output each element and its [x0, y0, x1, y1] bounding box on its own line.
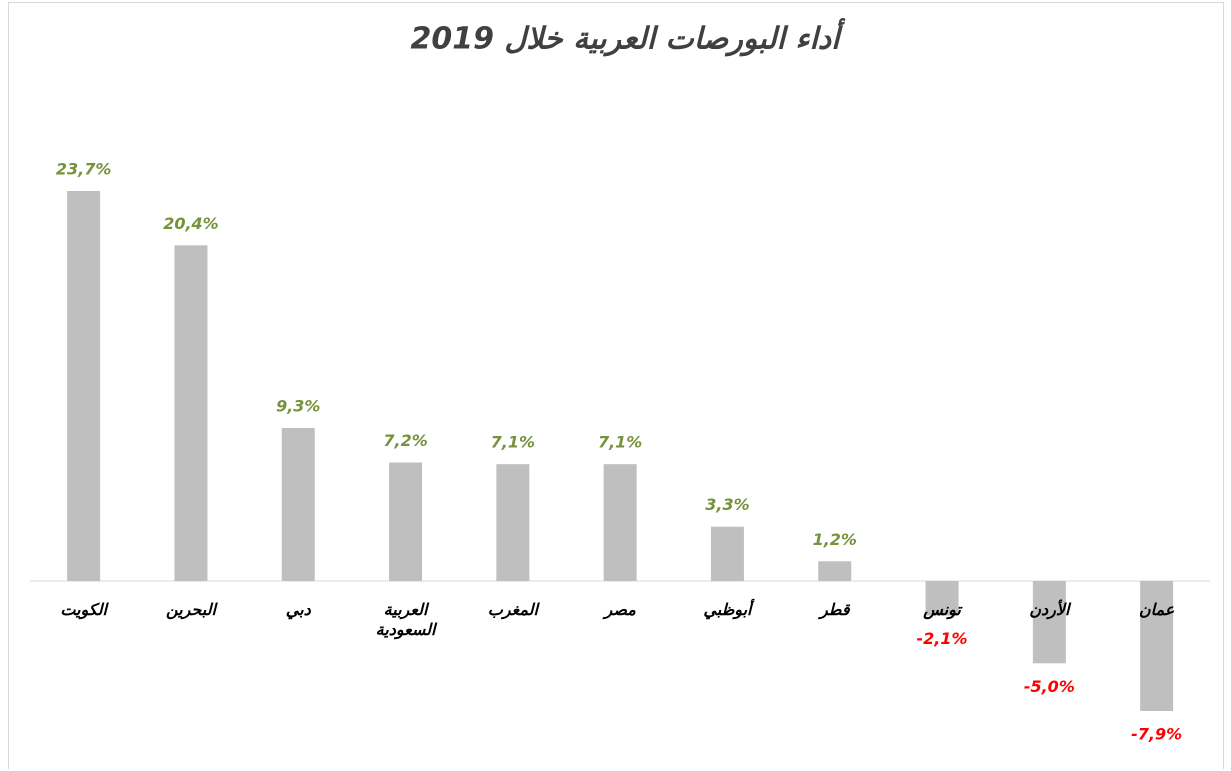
chart-frame [8, 2, 1224, 769]
bar [281, 427, 315, 581]
x-tick-label: الأردن [1029, 600, 1070, 619]
bar [389, 462, 423, 581]
data-label: 20,4% [163, 214, 219, 233]
bar [1032, 581, 1066, 664]
bar [710, 526, 744, 581]
x-tick-label: العربية السعودية [375, 600, 436, 639]
x-tick-label: قطر [819, 600, 850, 619]
x-tick-label: دبي [285, 600, 311, 619]
bar [925, 581, 959, 616]
bar [603, 464, 637, 581]
chart-title: أداء البورصات العربية خلال 2019 [410, 18, 846, 57]
data-label: 3,3% [705, 495, 749, 514]
data-label: -7,9% [1131, 725, 1182, 744]
data-label: -5,0% [1024, 677, 1075, 696]
x-tick-label: الكويت [60, 600, 107, 619]
x-tick-label: البحرين [165, 600, 216, 619]
bar [1140, 581, 1174, 711]
x-tick-label: المغرب [487, 600, 538, 619]
x-tick-label: تونس [923, 600, 961, 619]
bar [174, 245, 208, 581]
bar [818, 561, 852, 581]
data-label: 9,3% [276, 396, 320, 415]
x-tick-label: مصر [604, 600, 636, 619]
data-label: 7,1% [491, 433, 535, 452]
data-label: 23,7% [56, 160, 112, 179]
bar [496, 464, 530, 581]
data-label: 7,1% [598, 433, 642, 452]
bar [67, 191, 101, 581]
x-tick-label: عمان [1138, 600, 1175, 619]
data-label: 1,2% [813, 530, 857, 549]
data-label: -2,1% [917, 629, 968, 648]
x-tick-label: أبوظبي [703, 600, 752, 619]
data-label: 7,2% [383, 431, 427, 450]
